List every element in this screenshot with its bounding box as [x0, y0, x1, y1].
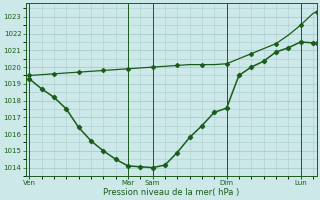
X-axis label: Pression niveau de la mer( hPa ): Pression niveau de la mer( hPa )	[103, 188, 239, 197]
